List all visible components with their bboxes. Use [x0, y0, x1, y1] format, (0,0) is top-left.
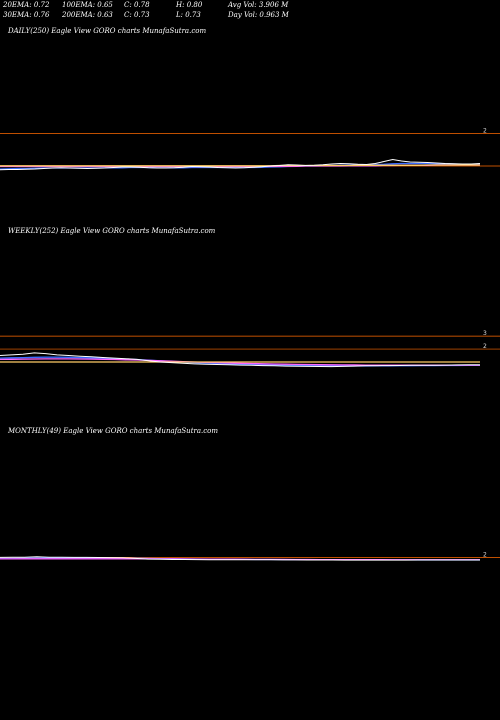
stats-header: 20EMA: 0.72 100EMA: 0.65 C: 0.78 H: 0.80…	[0, 1, 500, 23]
daily-chart-title: DAILY(250) Eagle View GORO charts Munafa…	[8, 27, 207, 35]
monthly-chart-panel: MONTHLY(49) Eagle View GORO charts Munaf…	[0, 426, 500, 626]
stat-20ema: 20EMA: 0.72	[3, 1, 50, 9]
stat-30ema: 30EMA: 0.76	[3, 10, 50, 19]
stat-200ema: 200EMA: 0.63	[62, 10, 113, 19]
series-line-price	[0, 158, 481, 171]
daily-chart-panel: DAILY(250) Eagle View GORO charts Munafa…	[0, 26, 500, 226]
stat-high: H: 0.80	[176, 1, 203, 9]
stat-close-b: C: 0.73	[124, 10, 150, 19]
daily-chart: 2	[0, 128, 500, 171]
reference-label: 3	[483, 330, 487, 337]
monthly-chart: 2	[0, 551, 500, 561]
weekly-chart-title: WEEKLY(252) Eagle View GORO charts Munaf…	[8, 227, 216, 235]
stat-day-vol: Day Vol: 0.963 M	[228, 10, 289, 19]
stat-close-a: C: 0.78	[124, 1, 150, 9]
reference-label: 2	[483, 343, 487, 350]
stat-100ema: 100EMA: 0.65	[62, 1, 113, 9]
series-line-price	[0, 556, 480, 561]
series-line-price	[0, 352, 480, 368]
stat-avg-vol: Avg Vol: 3.906 M	[228, 1, 289, 9]
series-line-ema3	[0, 164, 480, 167]
stat-low: L: 0.73	[176, 10, 201, 19]
weekly-chart-panel: WEEKLY(252) Eagle View GORO charts Munaf…	[0, 226, 500, 426]
monthly-chart-title: MONTHLY(49) Eagle View GORO charts Munaf…	[8, 427, 219, 435]
reference-label: 2	[483, 551, 487, 558]
weekly-chart: 32	[0, 330, 500, 368]
reference-label: 2	[483, 128, 487, 135]
